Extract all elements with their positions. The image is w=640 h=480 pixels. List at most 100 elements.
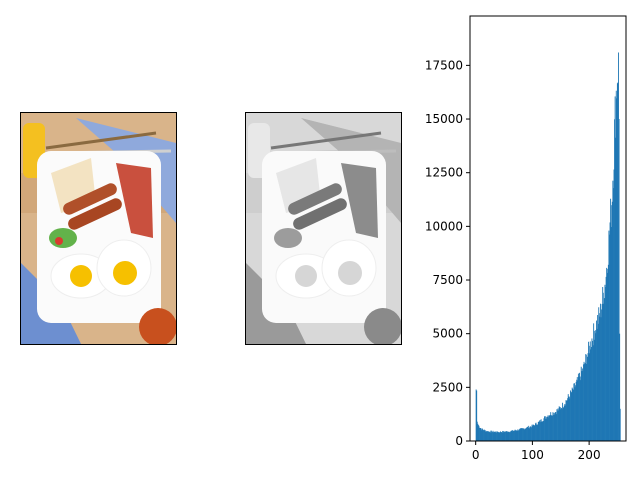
histogram-bar — [602, 287, 604, 441]
histogram-bar — [596, 320, 597, 441]
histogram-bar — [594, 330, 596, 441]
histogram-bar — [541, 421, 543, 441]
histogram-bar — [527, 427, 529, 441]
histogram-bar — [518, 430, 519, 441]
y-tick-label: 17500 — [425, 58, 463, 72]
histogram-bar — [551, 415, 553, 441]
histogram-bar — [516, 430, 518, 441]
histogram-bar — [592, 340, 593, 441]
histogram-bar — [576, 379, 578, 441]
tomato — [55, 237, 63, 245]
histogram-bar — [494, 431, 496, 441]
histogram-bar — [606, 267, 608, 441]
histogram-bar — [544, 416, 546, 441]
histogram-bar — [496, 432, 497, 441]
histogram-bar — [566, 400, 568, 441]
histogram-bar — [557, 408, 559, 441]
histogram-bar — [519, 428, 521, 441]
baked-beans-bowl — [139, 308, 176, 344]
histogram-bar — [598, 313, 600, 441]
histogram-bar — [563, 405, 565, 441]
histogram-bar — [608, 230, 610, 441]
histogram-bar — [503, 430, 505, 441]
histogram-bar — [484, 429, 486, 441]
histogram-bar — [579, 376, 581, 441]
histogram-bar — [478, 425, 480, 441]
histogram-bar — [570, 390, 571, 441]
histogram-bar — [531, 427, 532, 441]
histogram-bar — [561, 407, 562, 441]
histogram-bar — [499, 431, 501, 441]
histogram-bar — [509, 432, 511, 441]
histogram-bar — [533, 425, 535, 441]
histogram-bar — [537, 424, 539, 441]
histogram-bar — [616, 83, 618, 441]
histogram-y-axis: 0 2500 5000 7500 10000 12500 15000 17500 — [425, 58, 470, 448]
histogram-bar — [619, 333, 621, 441]
histogram-bar — [604, 284, 606, 441]
fried-egg-2-yolk — [113, 261, 137, 285]
histogram-bar — [607, 264, 609, 441]
histogram-bar — [603, 298, 605, 441]
histogram-bar — [522, 428, 524, 441]
histogram-bar — [558, 406, 560, 441]
x-tick-label: 0 — [472, 448, 480, 462]
gray-sausage-1 — [288, 183, 342, 215]
histogram-bar — [617, 82, 619, 441]
histogram-bar — [573, 383, 575, 441]
histogram-bar — [538, 421, 540, 441]
histogram-bar — [594, 339, 596, 441]
histogram-bar — [567, 398, 569, 441]
histogram-bar — [618, 119, 620, 441]
histogram-bar — [497, 432, 499, 441]
histogram-bar — [481, 430, 483, 441]
histogram-bar — [485, 430, 487, 441]
histogram-bar — [515, 430, 517, 441]
histogram-bar — [533, 425, 535, 441]
histogram-bar — [586, 364, 588, 441]
histogram-bar — [581, 368, 583, 441]
histogram-bar — [493, 431, 495, 441]
gray-bacon — [341, 163, 378, 238]
histogram-bar — [581, 371, 583, 441]
histogram-bar — [552, 412, 554, 441]
histogram-bar — [559, 407, 561, 441]
histogram-bar — [508, 431, 510, 441]
histogram-bar — [515, 430, 517, 441]
histogram-bar — [588, 341, 590, 441]
histogram-bar — [607, 272, 609, 441]
sausage-1 — [63, 183, 117, 215]
histogram-bar — [570, 391, 572, 441]
histogram-bar — [585, 354, 587, 441]
histogram-bar — [502, 430, 504, 441]
histogram-bar — [569, 398, 571, 441]
histogram-bar — [614, 119, 616, 441]
histogram-bar — [566, 400, 567, 441]
histogram-bar — [601, 304, 603, 441]
histogram-bar — [571, 387, 573, 441]
y-tick-label: 12500 — [425, 166, 463, 180]
gray-egg-2-yolk — [338, 261, 362, 285]
histogram-bar — [536, 425, 538, 441]
histogram-bar — [501, 432, 502, 441]
histogram-x-axis: 0 100 200 — [472, 441, 601, 462]
histogram-bar — [510, 430, 512, 441]
histogram-bar — [492, 430, 494, 441]
histogram-bar — [477, 424, 479, 441]
y-tick-label: 5000 — [432, 327, 463, 341]
histogram-bar — [512, 431, 514, 441]
histogram-bar — [512, 430, 514, 441]
histogram-bar — [528, 428, 530, 441]
histogram-bar — [573, 383, 575, 441]
histogram-bar — [526, 427, 528, 441]
histogram-bar — [614, 96, 616, 442]
histogram-bar — [587, 353, 589, 441]
histogram-bar — [595, 333, 597, 441]
histogram-bar — [563, 407, 565, 441]
histogram-bar — [524, 428, 526, 441]
y-tick-label: 0 — [455, 434, 463, 448]
histogram-bar — [546, 418, 548, 441]
gray-sausage-2 — [293, 198, 347, 230]
histogram-bar — [480, 428, 482, 441]
y-tick-label: 15000 — [425, 112, 463, 126]
